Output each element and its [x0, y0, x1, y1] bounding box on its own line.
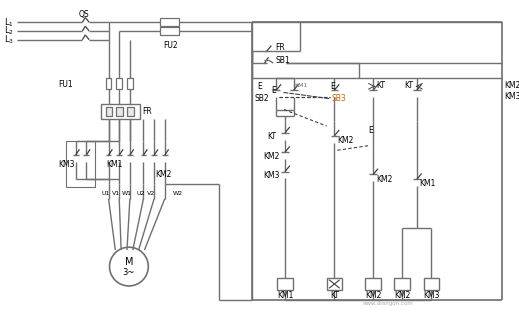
Text: KT: KT: [331, 291, 339, 300]
Text: U1: U1: [101, 191, 110, 196]
Bar: [160, 18, 179, 26]
Text: V1: V1: [112, 191, 120, 196]
Text: KM2: KM2: [376, 175, 392, 184]
Text: E: E: [368, 126, 373, 135]
Text: KM2: KM2: [365, 291, 382, 300]
Text: L$_1$: L$_1$: [4, 16, 14, 29]
Bar: [116, 78, 122, 89]
Text: KM3: KM3: [424, 291, 440, 300]
Bar: [106, 78, 112, 89]
Bar: [127, 107, 134, 116]
Text: FU2: FU2: [163, 41, 177, 50]
Text: KT: KT: [376, 81, 385, 90]
Text: SB2: SB2: [255, 94, 269, 103]
Text: SB3: SB3: [332, 94, 346, 103]
Text: KM1: KM1: [295, 83, 308, 88]
Text: L$_2$: L$_2$: [4, 25, 14, 37]
Text: KM2: KM2: [264, 152, 280, 161]
Bar: [424, 278, 439, 290]
Text: V2: V2: [147, 191, 155, 196]
Text: KM1: KM1: [277, 291, 294, 300]
Text: L$_3$: L$_3$: [4, 34, 14, 46]
Text: KM2: KM2: [394, 291, 411, 300]
Text: KM1: KM1: [420, 179, 436, 188]
Text: www.diangon.com: www.diangon.com: [362, 301, 413, 306]
Text: FR: FR: [275, 43, 285, 52]
Text: FU1: FU1: [58, 80, 73, 89]
Text: SB1: SB1: [275, 55, 290, 65]
Text: E: E: [257, 82, 262, 91]
Text: E: E: [331, 82, 335, 91]
Bar: [66, 140, 95, 187]
Text: KM3: KM3: [264, 171, 280, 180]
Bar: [101, 104, 140, 119]
Text: 3~: 3~: [122, 268, 135, 277]
Text: KM2: KM2: [337, 136, 353, 145]
Bar: [277, 278, 293, 290]
Text: KM3: KM3: [504, 93, 519, 101]
Text: U2: U2: [136, 191, 145, 196]
Bar: [326, 278, 342, 290]
Text: KM2: KM2: [155, 170, 171, 179]
Text: KT: KT: [267, 132, 277, 141]
Text: KM3: KM3: [58, 160, 75, 169]
Text: W1: W1: [122, 191, 132, 196]
Text: KM1: KM1: [106, 160, 123, 169]
Text: W2: W2: [172, 191, 183, 196]
Text: FR: FR: [143, 107, 152, 116]
Text: KM2: KM2: [504, 81, 519, 90]
Text: E: E: [271, 86, 276, 95]
Bar: [106, 107, 113, 116]
Text: M: M: [125, 257, 133, 267]
Bar: [160, 27, 179, 35]
Text: QS: QS: [79, 10, 90, 19]
Bar: [394, 278, 410, 290]
Bar: [127, 78, 133, 89]
Text: KT: KT: [404, 81, 413, 90]
Bar: [116, 107, 123, 116]
Bar: [365, 278, 381, 290]
